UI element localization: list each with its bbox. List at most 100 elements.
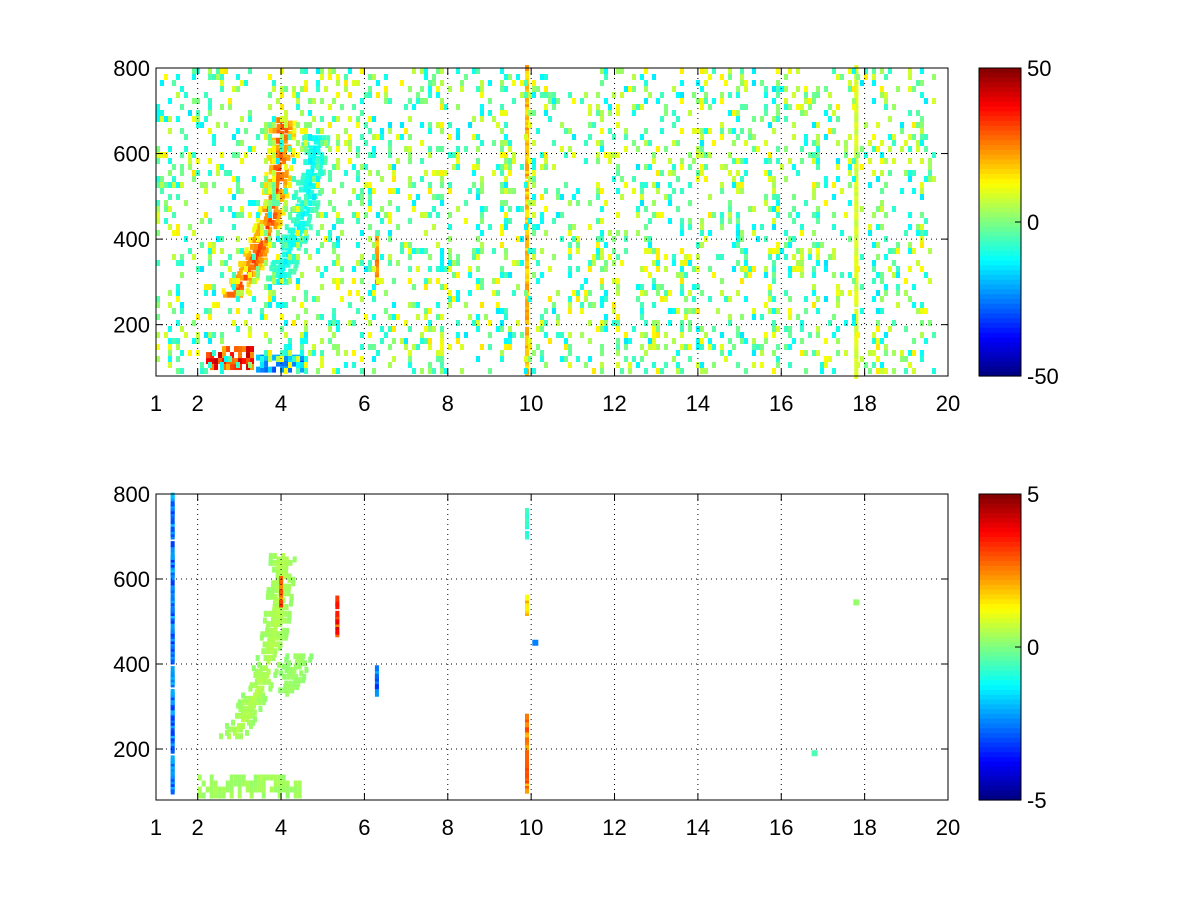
heatmap-cell [277,265,282,272]
heatmap-cell [524,762,529,769]
heatmap-cell [632,140,636,146]
heatmap-cell [404,338,408,344]
heatmap-cell [156,212,160,218]
heatmap-cell [236,290,240,296]
heatmap-cell [600,116,604,122]
heatmap-cell [176,230,180,236]
heatmap-cell [848,170,852,176]
heatmap-cell [352,80,356,86]
heatmap-cell [504,182,508,188]
heatmap-cell [452,152,456,158]
heatmap-cell [282,617,287,624]
heatmap-cell [664,290,668,296]
heatmap-cell [448,224,452,230]
heatmap-cell [636,212,640,218]
heatmap-cell [310,165,315,172]
heatmap-cell [644,248,648,254]
heatmap-cell [304,296,308,302]
heatmap-cell [164,116,168,122]
heatmap-cell [480,206,484,212]
heatmap-cell [628,338,632,344]
heatmap-cell [908,266,912,272]
heatmap-cell [784,98,788,104]
heatmap-cell [226,364,231,371]
heatmap-cell [208,158,212,164]
heatmap-cell [268,140,272,146]
heatmap-cell [908,158,912,164]
heatmap-cell [258,689,263,696]
heatmap-cell [932,98,936,104]
heatmap-cell [300,354,305,361]
heatmap-cell [172,176,176,182]
heatmap-cell [908,170,912,176]
heatmap-cell [416,92,420,98]
heatmap-cell [192,74,196,80]
heatmap-cell [268,122,272,128]
colorbar-segment [979,96,1021,103]
heatmap-cell [696,254,700,260]
heatmap-cell [504,152,508,158]
heatmap-cell [456,254,460,260]
heatmap-cell [284,127,289,134]
heatmap-cell [262,206,267,213]
heatmap-cell [301,677,306,684]
heatmap-cell [266,230,271,237]
heatmap-cell [532,182,536,188]
heatmap-cell [404,320,408,326]
heatmap-cell [408,254,412,260]
heatmap-cell [784,86,788,92]
heatmap-cell [240,140,244,146]
heatmap-cell [908,212,912,218]
heatmap-cell [284,116,288,122]
heatmap-cell [368,74,372,80]
heatmap-cell [788,212,792,218]
heatmap-cell [656,188,660,194]
heatmap-cell [156,314,160,320]
heatmap-cell [588,266,592,272]
heatmap-cell [812,188,816,194]
heatmap-cell [540,74,544,80]
heatmap-cell [700,224,704,230]
heatmap-cell [428,368,432,374]
heatmap-cell [284,188,288,194]
heatmap-cell [336,278,340,284]
heatmap-cell [412,200,416,206]
heatmap-cell [220,272,224,278]
heatmap-cell [212,350,216,356]
heatmap-cell [856,332,860,338]
heatmap-cell [320,140,324,146]
heatmap-cell [524,594,529,601]
heatmap-cell [260,128,264,134]
heatmap-cell [740,188,744,194]
heatmap-cell [844,152,848,158]
heatmap-cell [744,158,748,164]
heatmap-cell [920,266,924,272]
heatmap-cell [304,326,308,332]
heatmap-cell [728,92,732,98]
heatmap-cell [924,218,928,224]
heatmap-cell [920,92,924,98]
heatmap-cell [556,314,560,320]
colorbar-segment [979,699,1021,705]
heatmap-cell [208,254,212,260]
heatmap-cell [264,230,268,236]
heatmap-cell [256,366,261,373]
heatmap-cell [356,152,360,158]
heatmap-cell [320,242,324,248]
heatmap-cell [320,314,324,320]
colorbar-segment [979,87,1021,93]
heatmap-cell [408,356,412,362]
heatmap-cell [680,326,684,332]
heatmap-cell [368,224,372,230]
heatmap-cell [240,116,244,122]
heatmap-cell [436,302,440,308]
heatmap-cell [300,68,304,74]
heatmap-cell [268,290,272,296]
heatmap-cell [508,140,512,146]
heatmap-cell [740,314,744,320]
heatmap-cell [428,128,432,134]
heatmap-cell [204,308,208,314]
heatmap-cell [168,206,172,212]
heatmap-cell [524,224,528,230]
colorbar-segment [979,207,1021,213]
